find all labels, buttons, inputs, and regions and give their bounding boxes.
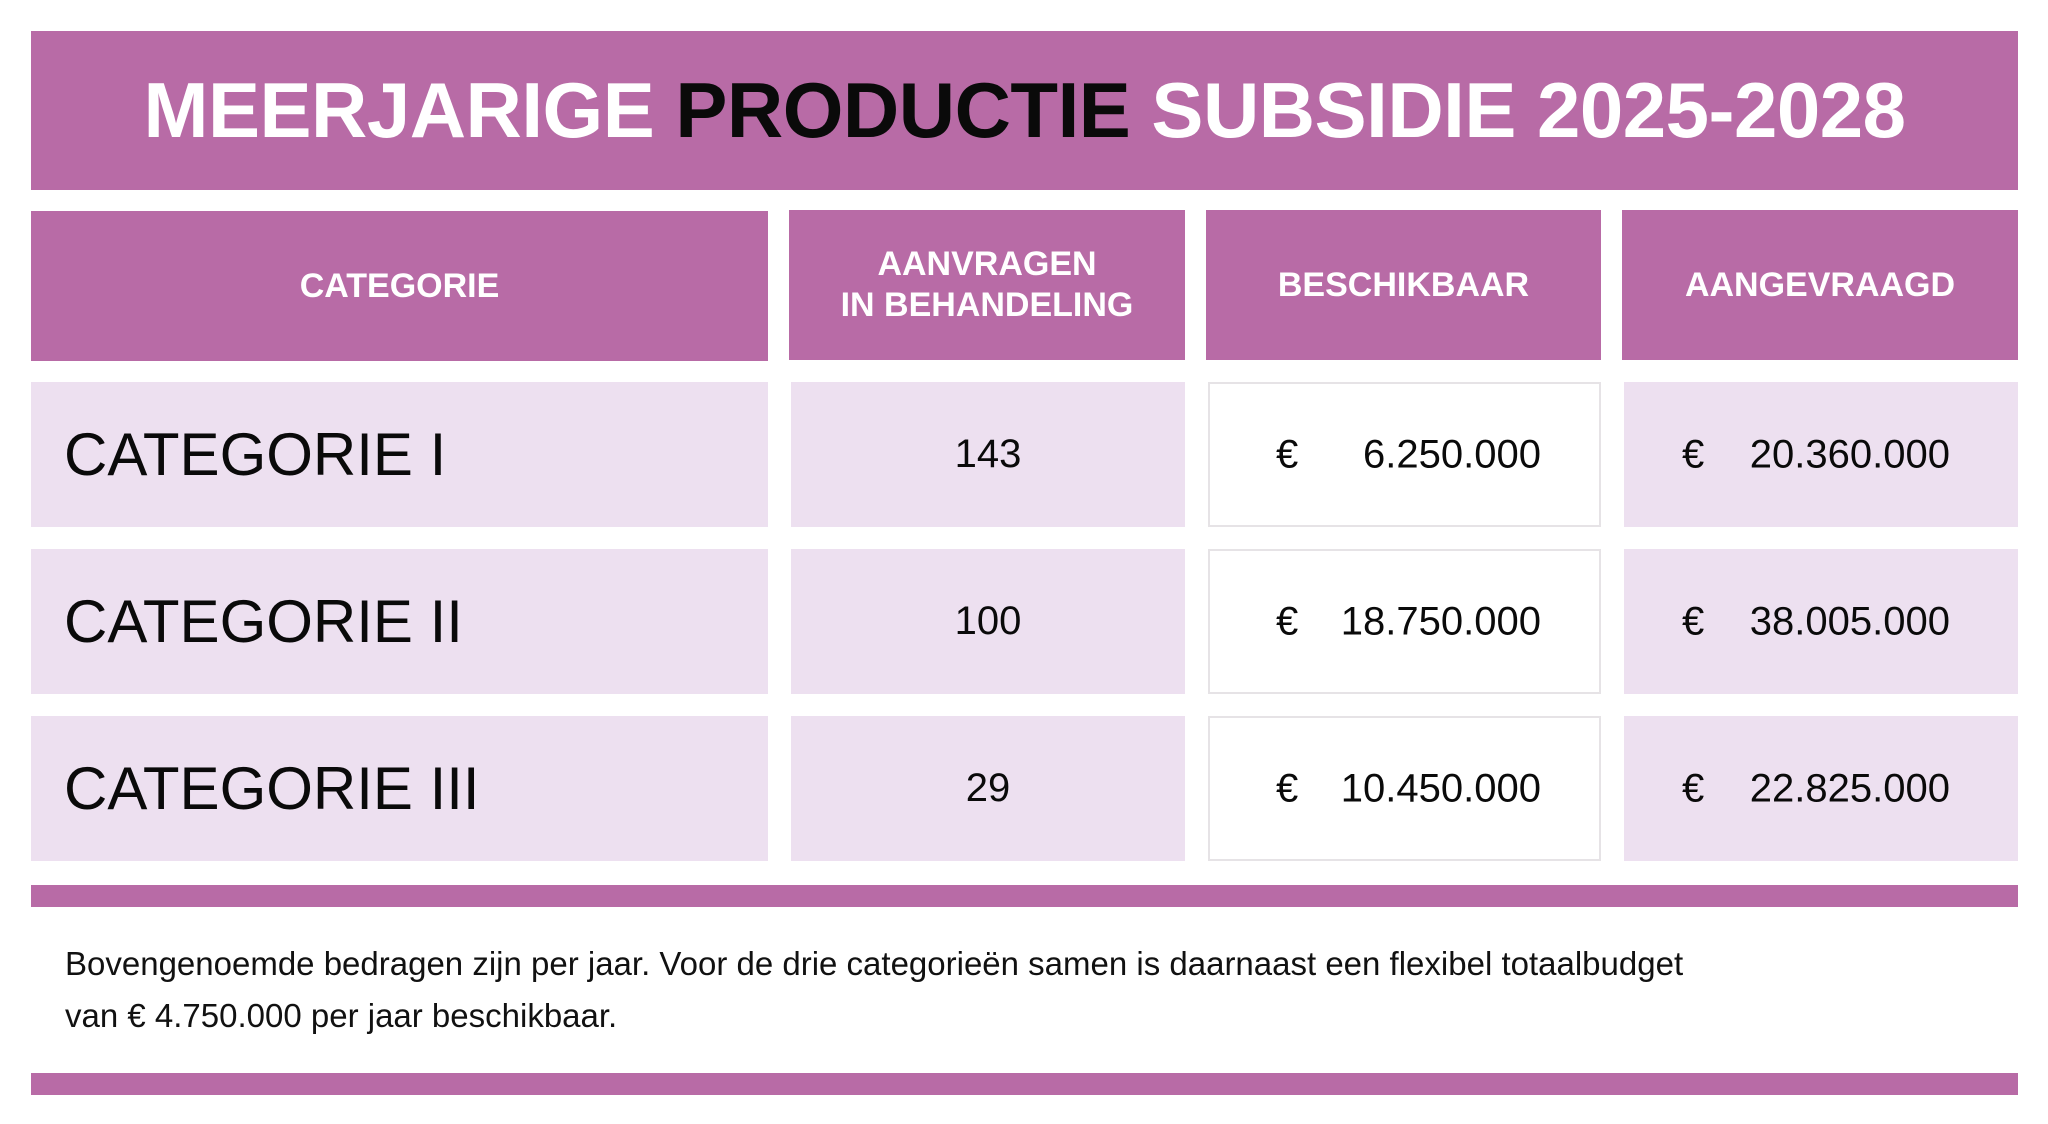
footnote-line-2: van € 4.750.000 per jaar beschikbaar.	[65, 997, 618, 1034]
header-label: CATEGORIE	[299, 266, 500, 305]
header-beschikbaar: BESCHIKBAAR	[1206, 210, 1601, 360]
table-row-1-aanvragen: 143	[791, 382, 1185, 527]
euro-sign: €	[1682, 599, 1705, 643]
cell-amount: 6.250.000	[1363, 432, 1541, 476]
footnote-line-1: Bovengenoemde bedragen zijn per jaar. Vo…	[65, 945, 1684, 982]
table-row-3-beschikbaar: €10.450.000	[1208, 716, 1601, 861]
cell-amount: 38.005.000	[1749, 599, 1950, 643]
page-title: MEERJARIGE PRODUCTIE SUBSIDIE 2025-2028	[31, 31, 2018, 190]
euro-sign: €	[1682, 766, 1705, 810]
table-row-2-beschikbaar: €18.750.000	[1208, 549, 1601, 694]
table-row-1-aangevraagd: €20.360.000	[1624, 382, 2018, 527]
euro-sign: €	[1276, 599, 1299, 643]
title-part-2: PRODUCTIE	[675, 66, 1131, 154]
table-row-3-aanvragen: 29	[791, 716, 1185, 861]
euro-sign: €	[1276, 432, 1299, 476]
cell-text: 143	[954, 432, 1022, 476]
cell-text: 100	[954, 599, 1022, 643]
header-label: BESCHIKBAAR	[1277, 265, 1530, 304]
table-row-2-categorie: CATEGORIE II	[31, 549, 768, 694]
table-row-1-beschikbaar: €6.250.000	[1208, 382, 1601, 527]
table-row-1-categorie: CATEGORIE I	[31, 382, 768, 527]
header-aangevraagd: AANGEVRAAGD	[1622, 210, 2018, 360]
cell-amount: 10.450.000	[1340, 766, 1541, 810]
cell-text: CATEGORIE II	[64, 588, 463, 655]
footnote: Bovengenoemde bedragen zijn per jaar. Vo…	[65, 938, 1965, 1042]
divider-bar-bottom	[31, 1073, 2018, 1095]
euro-sign: €	[1276, 766, 1299, 810]
cell-text: CATEGORIE III	[64, 755, 480, 822]
header-categorie: CATEGORIE	[31, 211, 768, 361]
cell-amount: 20.360.000	[1749, 432, 1950, 476]
header-aanvragen: AANVRAGEN IN BEHANDELING	[789, 210, 1185, 360]
title-part-1: MEERJARIGE	[143, 66, 676, 154]
title-part-3: SUBSIDIE 2025-2028	[1130, 66, 1906, 154]
table-row-2-aanvragen: 100	[791, 549, 1185, 694]
header-label-line2: IN BEHANDELING	[840, 286, 1134, 324]
cell-text: 29	[965, 766, 1011, 810]
cell-text: CATEGORIE I	[64, 421, 447, 488]
table-row-3-aangevraagd: €22.825.000	[1624, 716, 2018, 861]
divider-bar-top	[31, 885, 2018, 907]
table-row-2-aangevraagd: €38.005.000	[1624, 549, 2018, 694]
cell-amount: 22.825.000	[1749, 766, 1950, 810]
cell-amount: 18.750.000	[1340, 599, 1541, 643]
header-label: AANGEVRAAGD	[1684, 265, 1956, 304]
header-label-line1: AANVRAGEN	[877, 245, 1097, 283]
euro-sign: €	[1682, 432, 1705, 476]
table-row-3-categorie: CATEGORIE III	[31, 716, 768, 861]
